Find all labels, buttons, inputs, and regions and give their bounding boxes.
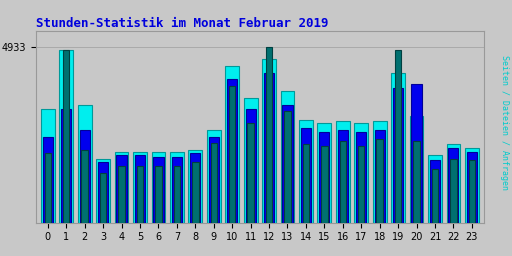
Bar [45, 153, 51, 223]
Bar [428, 155, 442, 223]
Bar [137, 166, 143, 223]
Bar [96, 159, 110, 223]
Bar [410, 116, 423, 223]
Bar [266, 47, 272, 223]
Bar [376, 139, 383, 223]
Bar [170, 152, 184, 223]
Bar [430, 161, 440, 223]
Bar [317, 123, 331, 223]
Bar [152, 152, 165, 223]
Bar [319, 132, 329, 223]
Bar [61, 109, 71, 223]
Bar [209, 137, 219, 223]
Bar [115, 152, 129, 223]
Bar [373, 121, 387, 223]
Bar [301, 129, 311, 223]
Bar [375, 130, 385, 223]
Bar [246, 109, 255, 223]
Bar [63, 50, 70, 223]
Bar [321, 146, 328, 223]
Bar [155, 166, 162, 223]
Bar [432, 169, 438, 223]
Bar [339, 141, 346, 223]
Bar [391, 73, 405, 223]
Bar [338, 130, 348, 223]
Bar [395, 50, 401, 223]
Bar [192, 162, 199, 223]
Bar [135, 155, 145, 223]
Bar [154, 157, 163, 223]
Bar [449, 148, 458, 223]
Bar [247, 123, 254, 223]
Bar [264, 73, 274, 223]
Bar [100, 173, 106, 223]
Bar [78, 105, 92, 223]
Bar [80, 130, 90, 223]
Text: Stunden-Statistik im Monat Februar 2019: Stunden-Statistik im Monat Februar 2019 [36, 17, 328, 29]
Bar [468, 161, 475, 223]
Bar [354, 123, 368, 223]
Text: Seiten / Dateien / Anfragen: Seiten / Dateien / Anfragen [500, 55, 509, 190]
Bar [118, 166, 125, 223]
Bar [356, 132, 366, 223]
Bar [133, 152, 147, 223]
Bar [412, 84, 421, 223]
Bar [450, 159, 457, 223]
Bar [446, 144, 460, 223]
Bar [262, 59, 276, 223]
Bar [336, 121, 350, 223]
Bar [41, 109, 55, 223]
Bar [207, 130, 221, 223]
Bar [465, 148, 479, 223]
Bar [172, 157, 182, 223]
Bar [190, 153, 200, 223]
Bar [174, 166, 180, 223]
Bar [303, 144, 309, 223]
Bar [284, 111, 291, 223]
Bar [43, 137, 53, 223]
Bar [299, 120, 313, 223]
Bar [283, 105, 292, 223]
Bar [225, 66, 239, 223]
Bar [467, 152, 477, 223]
Bar [393, 88, 403, 223]
Bar [98, 162, 108, 223]
Bar [413, 141, 420, 223]
Bar [229, 86, 236, 223]
Bar [117, 155, 126, 223]
Bar [227, 79, 237, 223]
Bar [188, 150, 202, 223]
Bar [358, 146, 365, 223]
Bar [210, 143, 217, 223]
Bar [59, 50, 73, 223]
Bar [244, 98, 258, 223]
Bar [81, 150, 88, 223]
Bar [281, 91, 294, 223]
